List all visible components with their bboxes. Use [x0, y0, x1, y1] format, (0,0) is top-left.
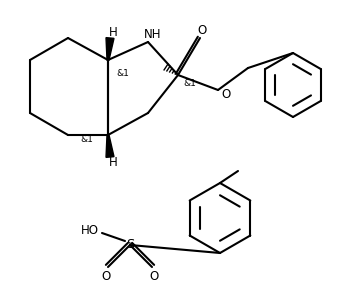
Text: NH: NH [144, 27, 162, 40]
Text: O: O [197, 23, 207, 37]
Polygon shape [106, 135, 114, 157]
Text: O: O [102, 270, 111, 283]
Text: O: O [222, 88, 231, 102]
Text: H: H [109, 26, 118, 39]
Text: &1: &1 [183, 79, 196, 87]
Text: H: H [109, 156, 118, 169]
Text: S: S [126, 238, 134, 252]
Text: O: O [149, 270, 159, 283]
Text: &1: &1 [80, 136, 93, 144]
Text: &1: &1 [116, 70, 129, 79]
Text: HO: HO [81, 225, 99, 237]
Polygon shape [106, 38, 114, 60]
